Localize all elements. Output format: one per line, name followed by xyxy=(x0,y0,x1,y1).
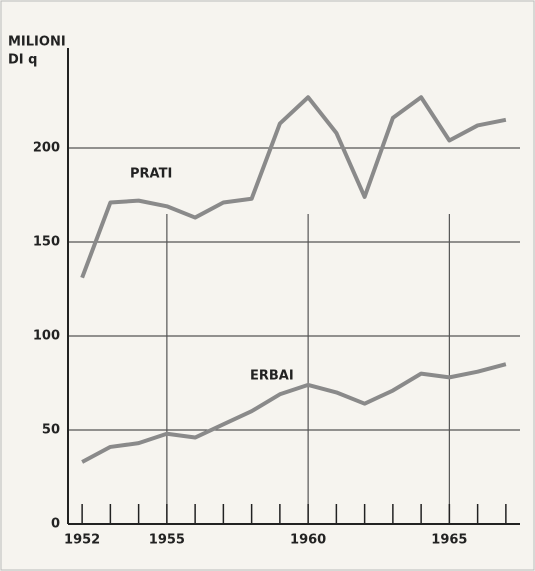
x-tick-label: 1955 xyxy=(149,533,185,548)
y-axis-label: MILIONI xyxy=(8,35,66,50)
y-tick-label: 0 xyxy=(51,517,60,532)
series-line xyxy=(81,362,507,464)
x-tick-label: 1965 xyxy=(431,533,467,548)
series-label: PRATI xyxy=(130,167,172,182)
series-label: ERBAI xyxy=(250,369,294,384)
y-axis-label: DI q xyxy=(8,53,37,68)
x-tick-label: 1952 xyxy=(64,533,100,548)
y-tick-label: 100 xyxy=(33,329,60,344)
y-tick-label: 50 xyxy=(42,423,60,438)
y-tick-label: 200 xyxy=(33,141,60,156)
x-tick-label: 1960 xyxy=(290,533,326,548)
series-line xyxy=(80,95,507,279)
y-tick-label: 150 xyxy=(33,235,60,250)
